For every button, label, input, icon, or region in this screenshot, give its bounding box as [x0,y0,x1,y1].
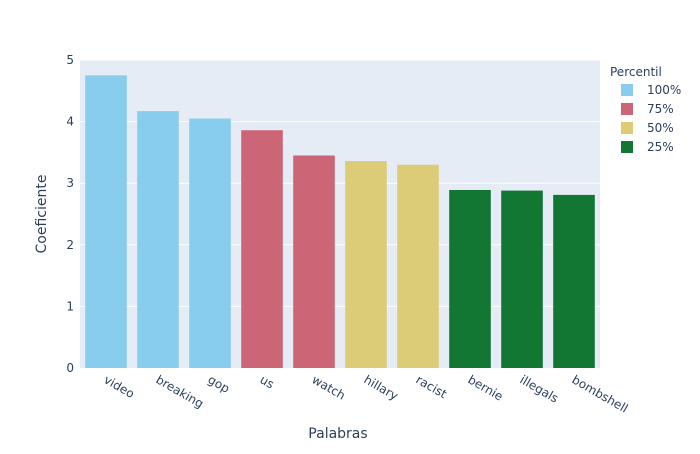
y-tick-label: 0 [66,361,74,375]
legend-swatch [621,103,633,115]
bar-racist [397,164,439,368]
y-tick-labels: 0 1 2 3 4 5 [66,53,74,375]
legend-label: 25% [647,140,674,154]
legend-label: 50% [647,121,674,135]
legend-swatch [621,141,633,153]
x-tick-label: illegals [518,372,561,405]
x-tick-label: racist [414,372,450,401]
legend-swatch [621,84,633,96]
legend-swatch [621,122,633,134]
x-tick-label: breaking [154,372,206,410]
x-tick-label: bernie [466,372,506,403]
y-tick-label: 5 [66,53,74,67]
legend: Percentil 100% 75% 50% 25% [610,65,681,154]
y-tick-label: 3 [66,176,74,190]
y-axis-title: Coeficiente [34,175,50,254]
bar-video [85,75,127,369]
bar-watch [293,155,335,368]
y-tick-label: 4 [66,115,74,129]
legend-label: 100% [647,83,681,97]
x-tick-label: watch [310,372,348,402]
x-tick-label: bombshell [570,372,631,415]
x-axis-title: Palabras [308,426,367,442]
legend-title: Percentil [610,65,662,79]
x-tick-label: hillary [362,372,401,403]
bar-bombshell [553,194,595,368]
x-tick-label: us [258,372,277,391]
bar-breaking [137,111,179,369]
legend-label: 75% [647,102,674,116]
x-tick-label: gop [206,372,233,395]
y-tick-label: 1 [66,299,74,313]
bar-hillary [345,161,387,368]
bar-bernie [449,189,491,368]
bar-gop [189,118,231,369]
x-tick-labels: video breaking gop us watch hillary racist bern… [102,372,631,415]
bar-us [241,130,283,368]
bar-illegals [501,190,543,368]
y-tick-label: 2 [66,238,74,252]
x-tick-label: video [102,372,137,401]
bars [85,75,595,369]
